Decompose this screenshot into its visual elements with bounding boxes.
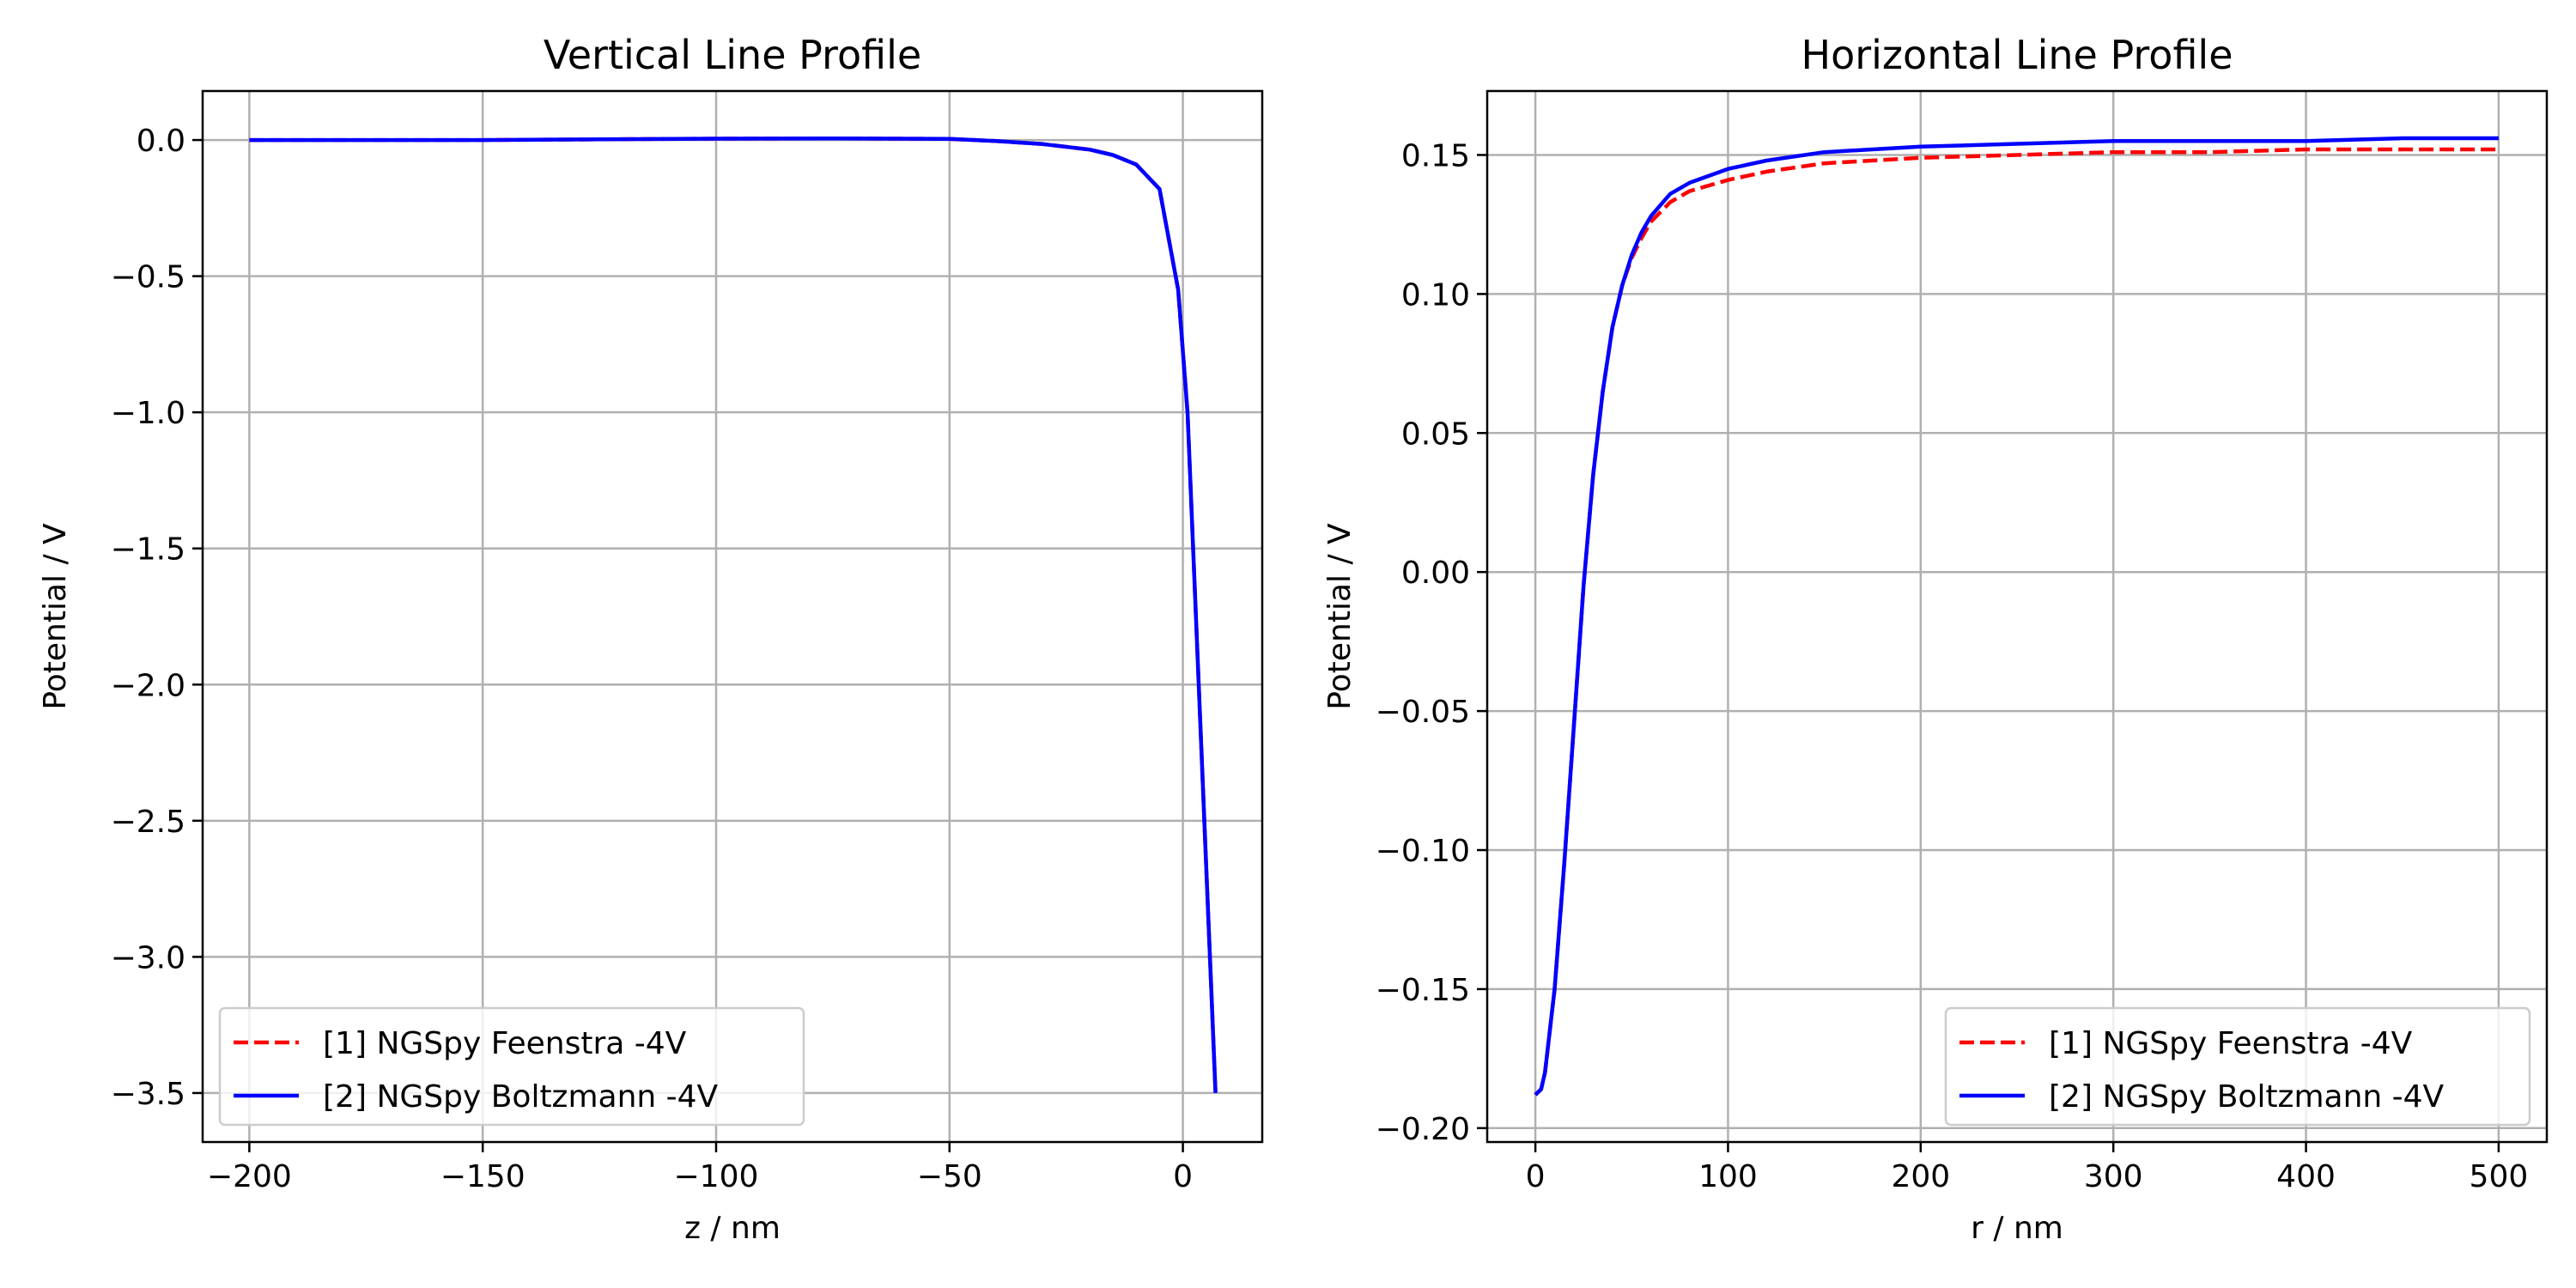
horizontal-profile-legend: [1] NGSpy Feenstra -4V [2] NGSpy Boltzma…: [1944, 1006, 2531, 1127]
vertical-profile-y-axis-label: Potential / V: [38, 523, 73, 710]
x-tick-label: 0: [1173, 1159, 1193, 1194]
x-tick-label: −150: [440, 1159, 526, 1194]
y-tick-label: −0.10: [1376, 834, 1470, 869]
horizontal-profile-title: Horizontal Line Profile: [1801, 32, 2233, 78]
vertical-profile-legend-box: [218, 1006, 805, 1127]
y-tick-label: 0.00: [1401, 556, 1470, 591]
vertical-profile-legend-label-boltzmann: [2] NGSpy Boltzmann -4V: [323, 1079, 719, 1115]
y-tick-label: 0.05: [1401, 416, 1470, 452]
x-tick-label: 300: [2084, 1159, 2143, 1194]
vertical-profile-legend: [1] NGSpy Feenstra -4V [2] NGSpy Boltzma…: [218, 1006, 805, 1127]
horizontal-profile-x-axis-label: r / nm: [1971, 1211, 2063, 1246]
x-tick-label: −200: [207, 1159, 292, 1194]
horizontal-profile-legend-box: [1944, 1006, 2531, 1127]
vertical-profile-series-lines: [249, 136, 1218, 1093]
x-tick-label: −50: [917, 1159, 982, 1194]
horizontal-profile-series-lines: [1534, 136, 2499, 1097]
x-tick-label: 100: [1698, 1159, 1758, 1194]
series-line-boltzmann: [1534, 136, 2499, 1097]
y-tick-label: −0.05: [1376, 695, 1470, 730]
horizontal-profile-panel: 0 100 200 300 400 500 0.15 0.10 0.05 0.00 −0.05 −0.…: [1322, 32, 2549, 1246]
horizontal-profile-axes-frame: [1485, 89, 2549, 1144]
y-tick-label: −1.0: [111, 396, 185, 431]
y-tick-label: 0.10: [1401, 277, 1470, 313]
horizontal-profile-legend-label-boltzmann: [2] NGSpy Boltzmann -4V: [2049, 1079, 2445, 1115]
y-tick-label: 0.0: [137, 124, 185, 159]
y-tick-label: −3.0: [111, 940, 185, 975]
x-tick-label: 200: [1891, 1159, 1950, 1194]
y-tick-label: −3.5: [111, 1077, 185, 1112]
y-tick-label: −2.0: [111, 668, 185, 703]
vertical-profile-axes-frame: [201, 89, 1264, 1144]
series-line-boltzmann: [249, 136, 1218, 1093]
y-tick-label: −0.15: [1376, 973, 1470, 1008]
x-tick-label: −100: [674, 1159, 759, 1194]
vertical-profile-x-axis-label: z / nm: [684, 1211, 781, 1246]
y-tick-label: −2.5: [111, 805, 185, 840]
y-tick-label: −1.5: [111, 532, 185, 568]
x-tick-label: 500: [2470, 1159, 2529, 1194]
vertical-profile-title: Vertical Line Profile: [544, 32, 921, 78]
horizontal-profile-y-axis-label: Potential / V: [1322, 523, 1358, 710]
y-tick-label: 0.15: [1401, 138, 1470, 173]
x-tick-label: 400: [2276, 1159, 2336, 1194]
x-tick-label: 0: [1526, 1159, 1546, 1194]
vertical-profile-legend-label-feenstra: [1] NGSpy Feenstra -4V: [323, 1026, 687, 1061]
vertical-profile-ticks: −200 −150 −100 −50 0 0.0 −0.5 −1.0 −1.5 −2.0 −2.5 −…: [111, 124, 1193, 1194]
y-tick-label: −0.5: [111, 260, 185, 295]
vertical-profile-grid: [203, 91, 1262, 1142]
horizontal-profile-legend-label-feenstra: [1] NGSpy Feenstra -4V: [2049, 1026, 2413, 1061]
vertical-profile-panel: −200 −150 −100 −50 0 0.0 −0.5 −1.0 −1.5 −2.0 −2.5 −…: [38, 32, 1264, 1246]
y-tick-label: −0.20: [1376, 1112, 1470, 1147]
horizontal-profile-ticks: 0 100 200 300 400 500 0.15 0.10 0.05 0.00 −0.05 −0.…: [1376, 138, 2529, 1194]
